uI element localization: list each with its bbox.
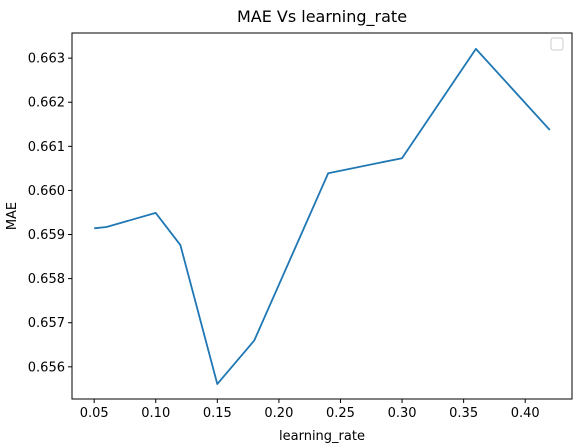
y-tick-label: 0.659: [28, 228, 65, 243]
x-tick-label: 0.20: [264, 406, 293, 421]
series-line: [94, 48, 551, 385]
y-axis-title: MAE: [5, 202, 20, 230]
x-tick-label: 0.40: [511, 406, 540, 421]
plot-area: [71, 32, 573, 400]
y-tick-label: 0.656: [28, 360, 65, 375]
x-axis-title: learning_rate: [279, 429, 365, 444]
y-tick-label: 0.663: [28, 52, 65, 67]
legend-box: [550, 37, 564, 51]
x-tick-label: 0.15: [203, 406, 232, 421]
y-tick-label: 0.660: [28, 184, 65, 199]
y-tick-label: 0.662: [28, 96, 65, 111]
x-tick-label: 0.25: [326, 406, 355, 421]
x-tick-label: 0.35: [449, 406, 478, 421]
x-tick-label: 0.30: [388, 406, 417, 421]
series-group: [94, 48, 551, 385]
x-tick-label: 0.10: [141, 406, 170, 421]
x-tick-label: 0.05: [80, 406, 109, 421]
axis-ticks: 0.05 0.10 0.15 0.20 0.25 0.30 0.35 0.40 0.656 0.6…: [28, 52, 540, 421]
chart-title: MAE Vs learning_rate: [237, 7, 407, 27]
y-tick-label: 0.657: [28, 316, 65, 331]
y-tick-label: 0.661: [28, 140, 65, 155]
y-tick-label: 0.658: [28, 272, 65, 287]
